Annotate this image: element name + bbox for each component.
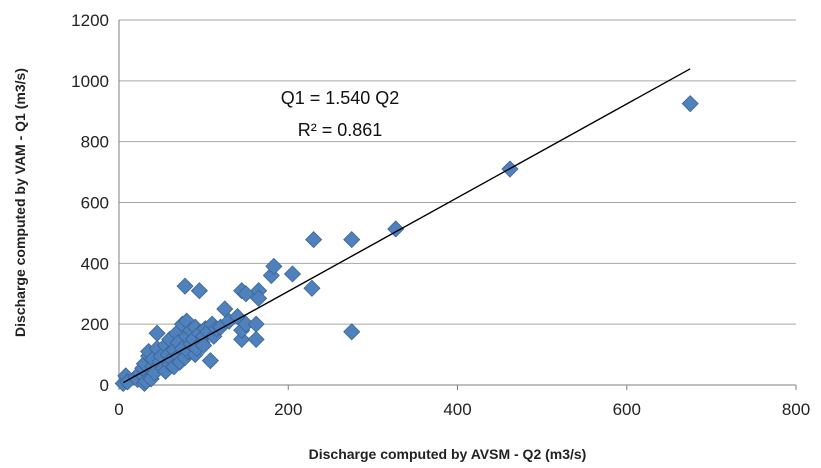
data-point-46 <box>190 282 208 300</box>
y-tick-600: 600 <box>81 194 109 213</box>
data-point-35 <box>176 277 194 295</box>
trendline-group <box>122 68 691 384</box>
x-axis-title: Discharge computed by AVSM - Q2 (m3/s) <box>309 446 587 462</box>
x-tick-800: 800 <box>782 400 810 419</box>
x-tick-labels: 0 200 400 600 800 <box>114 400 810 419</box>
data-point-53 <box>201 352 219 370</box>
gridlines <box>119 19 796 325</box>
y-tick-0: 0 <box>100 376 109 395</box>
data-point-72 <box>283 265 302 283</box>
data-point-74 <box>305 231 323 249</box>
y-tick-1000: 1000 <box>71 72 109 91</box>
x-tick-400: 400 <box>443 400 471 419</box>
trendline-equation: Q1 = 1.540 Q2 <box>281 88 400 108</box>
data-point-66 <box>247 330 265 348</box>
data-point-77 <box>387 220 405 238</box>
x-tick-600: 600 <box>613 400 641 419</box>
data-point-71 <box>265 257 283 275</box>
y-tick-labels: 0 200 400 600 800 1000 1200 <box>71 11 109 395</box>
x-tick-0: 0 <box>114 400 123 419</box>
data-point-75 <box>343 231 361 249</box>
data-points <box>114 95 699 393</box>
data-point-50 <box>195 336 213 355</box>
y-tick-800: 800 <box>81 133 109 152</box>
y-tick-200: 200 <box>81 315 109 334</box>
x-tick-200: 200 <box>274 400 302 419</box>
data-point-76 <box>343 323 361 341</box>
y-tick-400: 400 <box>81 254 109 273</box>
axes <box>118 20 797 390</box>
data-point-67 <box>247 315 265 333</box>
y-axis-title: Discharge computed by VAM - Q1 (m3/s) <box>12 68 28 337</box>
r-squared-label: R² = 0.861 <box>298 120 383 140</box>
data-point-79 <box>681 95 699 113</box>
trendline <box>122 68 691 384</box>
data-point-61 <box>233 330 251 348</box>
data-point-69 <box>250 289 268 307</box>
y-tick-1200: 1200 <box>71 11 109 30</box>
data-point-73 <box>303 279 321 297</box>
